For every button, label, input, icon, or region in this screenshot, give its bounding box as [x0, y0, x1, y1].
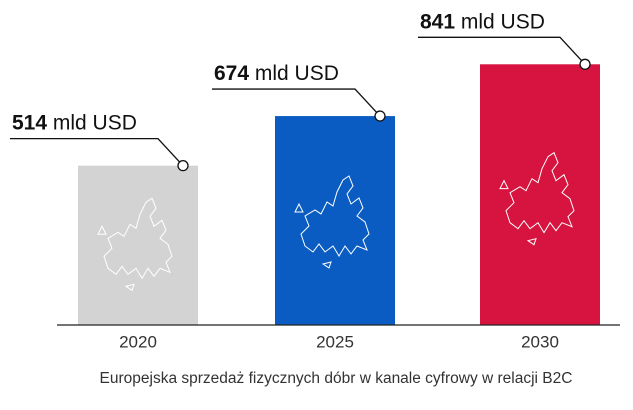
map-outline — [499, 151, 575, 246]
bar — [275, 116, 395, 325]
x-tick-label: 2025 — [316, 332, 354, 351]
callout-line — [10, 138, 184, 167]
value-label: 841 mld USD — [420, 10, 545, 33]
callout-dot — [374, 110, 386, 122]
x-tick-label: 2020 — [119, 332, 157, 351]
map-outline — [294, 175, 370, 269]
callout-dot — [579, 58, 591, 70]
map-outline — [97, 197, 173, 292]
x-tick-label: 2030 — [521, 332, 559, 351]
value-label: 514 mld USD — [12, 111, 137, 134]
bar — [78, 165, 198, 325]
x-axis-label: Europejska sprzedaż fizycznych dóbr w ka… — [100, 370, 573, 387]
bar — [480, 64, 600, 325]
callout-line — [418, 36, 586, 65]
value-label: 674 mld USD — [214, 62, 339, 85]
callout-dot — [177, 160, 189, 172]
callout-line — [212, 88, 381, 117]
